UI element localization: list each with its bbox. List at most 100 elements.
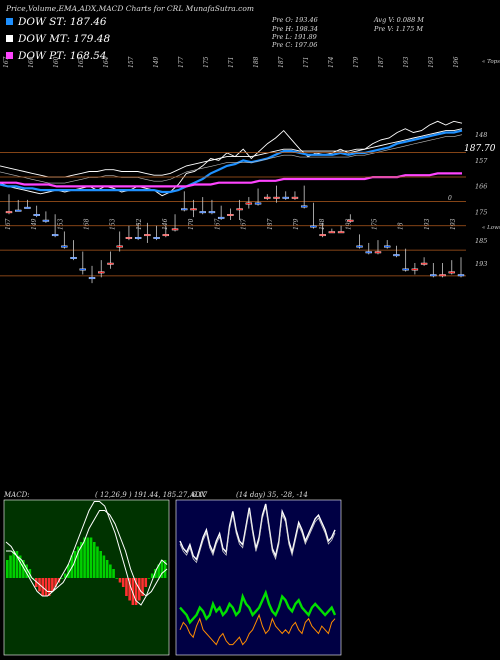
candle-body xyxy=(411,268,419,271)
macd-histogram-bar xyxy=(147,578,151,579)
macd-histogram-bar xyxy=(128,578,131,601)
candle-body xyxy=(420,262,428,265)
candle-body xyxy=(227,214,234,216)
macd-histogram-bar xyxy=(150,573,154,578)
candle-body xyxy=(33,214,40,216)
candle-body xyxy=(42,219,50,222)
candle-body xyxy=(208,211,216,214)
candle-body xyxy=(264,196,271,199)
macd-label: MACD: xyxy=(3,491,30,499)
top-tick-label: 174 xyxy=(328,56,335,68)
quote-label: Pre H: 198.34 xyxy=(271,25,318,33)
candle-body xyxy=(448,271,455,274)
candle-body xyxy=(457,274,465,277)
bottom-tick-label: 193 xyxy=(345,218,352,230)
macd-histogram-bar xyxy=(92,542,96,578)
top-tick-label: 196 xyxy=(453,56,460,68)
bottom-tick-label: 187 xyxy=(267,218,274,230)
bottom-tick-label: 193 xyxy=(424,218,431,230)
candle-body xyxy=(337,231,345,234)
bottom-tick-label: 146 xyxy=(162,218,169,230)
macd-histogram-bar xyxy=(73,551,77,578)
adx-panel xyxy=(175,499,342,656)
quote-label: Pre C: 197.06 xyxy=(271,41,317,49)
last-value-label: 187.70 xyxy=(464,144,496,154)
candle-body xyxy=(282,196,289,199)
macd-histogram-bar xyxy=(118,578,122,583)
candle-body xyxy=(319,234,326,237)
candle-body xyxy=(125,236,133,239)
macd-histogram-bar xyxy=(54,578,57,587)
macd-line xyxy=(5,501,168,606)
candle-body xyxy=(254,202,262,205)
quote-label: Pre L: 191.89 xyxy=(271,33,317,41)
macd-histogram-bar xyxy=(18,555,22,578)
candle-body xyxy=(116,245,123,248)
adx-label: ADX xyxy=(189,491,207,499)
macd-histogram-bar xyxy=(89,537,93,578)
macd-histogram-bar xyxy=(83,537,86,578)
macd-histogram-bar xyxy=(125,578,128,596)
quote-label: Pre V: 1.175 M xyxy=(373,25,423,33)
bottom-tick-label: 193 xyxy=(450,218,457,230)
legend-swatch xyxy=(6,52,13,59)
top-tick-label: 167 xyxy=(3,56,10,68)
price-tick-label: 166 xyxy=(475,183,487,191)
candle-body xyxy=(181,208,188,211)
candle-body xyxy=(374,251,382,254)
bottom-tick-label: 153 xyxy=(57,218,64,230)
top-tick-label: 157 xyxy=(128,56,135,68)
macd-histogram-bar xyxy=(51,578,54,592)
candle-body xyxy=(291,196,299,199)
adx-series-line xyxy=(179,506,336,564)
macd-histogram-bar xyxy=(76,546,80,578)
legend-swatch xyxy=(6,35,13,42)
macd-histogram-bar xyxy=(67,564,70,578)
macd-histogram-bar xyxy=(112,569,115,578)
candle-body xyxy=(144,234,151,237)
legend-label: DOW ST: 187.46 xyxy=(17,16,107,28)
macd-histogram-bar xyxy=(102,555,106,578)
price-tick-label: 157 xyxy=(475,157,488,165)
price-tick-label: 148 xyxy=(475,131,487,139)
macd-histogram-bar xyxy=(121,578,125,587)
candle-body xyxy=(300,205,308,208)
macd-params: ( 12,26,9 ) 191.44, 185.27, 6.17 xyxy=(95,491,208,499)
top-tick-label: 177 xyxy=(178,56,185,68)
candle-body xyxy=(79,268,86,271)
candle-body xyxy=(245,202,253,205)
ema-series-line xyxy=(0,129,463,194)
bottom-tick-label: 167 xyxy=(214,218,221,230)
top-tick-label: 187 xyxy=(278,56,285,68)
top-tick-label: 187 xyxy=(378,56,385,68)
macd-line xyxy=(6,510,168,597)
top-tick-label: 193 xyxy=(403,56,410,68)
macd-histogram-bar xyxy=(15,551,19,578)
candle-body xyxy=(393,254,400,257)
legend-label: DOW MT: 179.48 xyxy=(17,33,110,45)
macd-histogram-bar xyxy=(131,578,135,605)
candle-body xyxy=(328,231,336,234)
macd-histogram-bar xyxy=(80,542,83,578)
top-tick-label: 171 xyxy=(228,57,235,68)
macd-histogram-bar xyxy=(109,564,112,578)
top-tick-label: 164 xyxy=(103,56,110,68)
candle-body xyxy=(171,228,179,231)
macd-histogram-bar xyxy=(86,537,90,578)
candle-body xyxy=(24,206,31,209)
candle-body xyxy=(365,251,372,254)
ema-series-line xyxy=(0,120,463,197)
tops-label: « Tops xyxy=(482,59,500,65)
price-tick-label: 193 xyxy=(475,260,487,268)
candle-body xyxy=(402,268,409,271)
macd-histogram-bar xyxy=(157,564,160,578)
candle-body xyxy=(5,211,13,214)
bottom-tick-label: 168 xyxy=(84,218,91,230)
candle-body xyxy=(236,208,243,211)
candle-body xyxy=(199,211,206,214)
macd-histogram-bar xyxy=(25,564,28,578)
macd-histogram-bar xyxy=(96,546,99,578)
candle-body xyxy=(310,225,317,228)
candle-body xyxy=(51,234,59,237)
